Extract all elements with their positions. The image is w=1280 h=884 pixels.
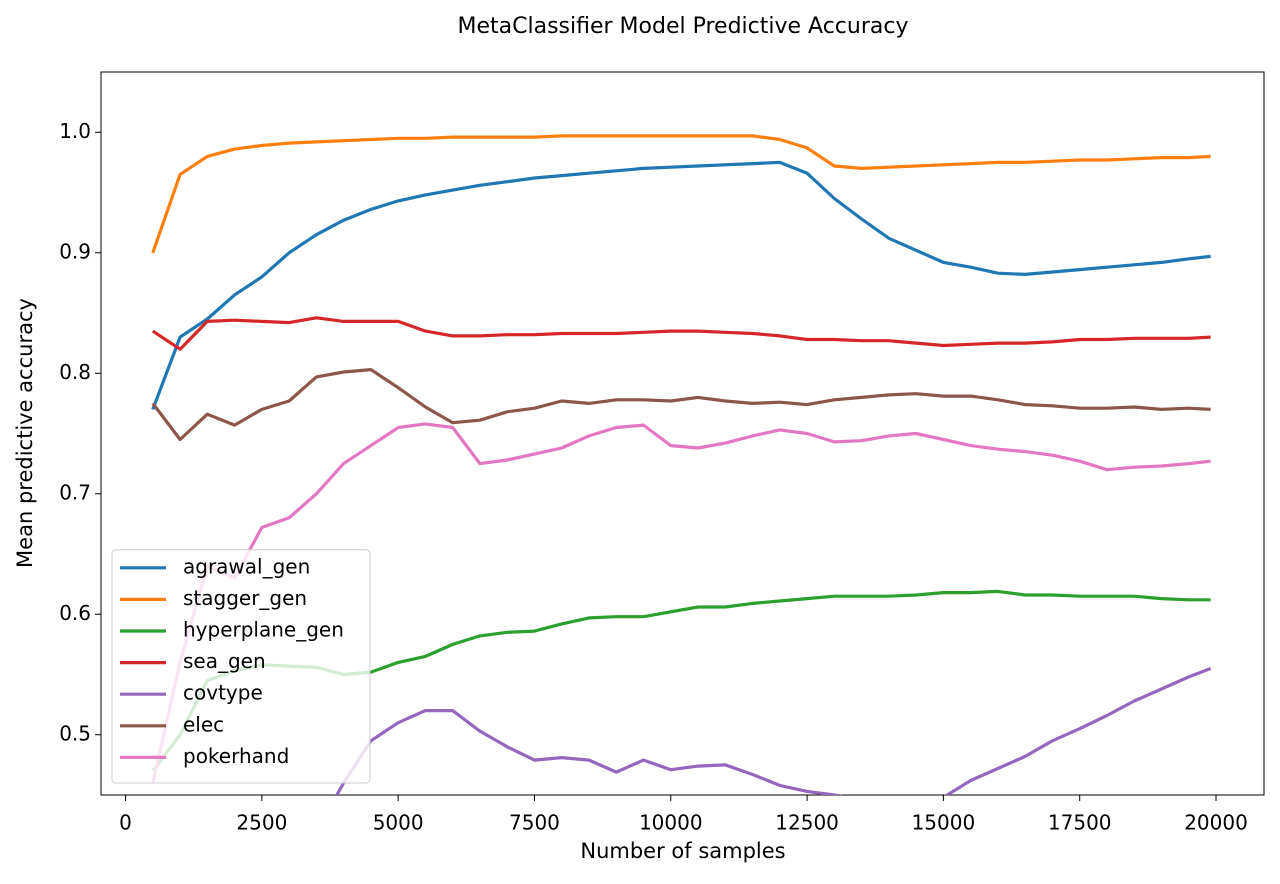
series-line	[334, 667, 1212, 795]
legend-label: agrawal_gen	[183, 554, 310, 578]
x-tick-label: 10000	[639, 811, 703, 835]
x-tick-label: 7500	[509, 811, 560, 835]
x-tick-label: 20000	[1184, 811, 1248, 835]
x-tick-label: 5000	[373, 811, 424, 835]
x-tick-label: 17500	[1048, 811, 1112, 835]
series-line	[151, 422, 1211, 784]
x-tick-label: 12500	[775, 811, 839, 835]
y-tick-label: 0.5	[59, 721, 91, 745]
plot-lines	[151, 134, 1212, 795]
legend-box	[111, 549, 371, 784]
y-tick-label: 0.8	[59, 360, 91, 384]
y-tick-label: 1.0	[59, 119, 91, 143]
chart-title: MetaClassifier Model Predictive Accuracy	[458, 14, 909, 39]
series-line	[151, 368, 1211, 442]
y-tick-label: 0.9	[59, 239, 91, 263]
plot-frame	[100, 71, 1265, 796]
series-line	[151, 316, 1211, 351]
x-tick-label: 0	[119, 811, 132, 835]
series-line	[151, 134, 1211, 254]
x-tick-label: 15000	[912, 811, 976, 835]
x-axis-label: Number of samples	[580, 839, 785, 863]
y-tick-label: 0.6	[59, 601, 91, 625]
y-axis-label: Mean predictive accuracy	[13, 298, 37, 568]
legend-label: pokerhand	[183, 744, 289, 768]
legend-label: elec	[183, 712, 224, 736]
series-line	[151, 160, 1211, 410]
legend-label: sea_gen	[183, 649, 266, 673]
legend-label: covtype	[183, 681, 263, 705]
y-tick-label: 0.7	[59, 480, 91, 504]
legend-label: stagger_gen	[183, 586, 307, 610]
legend: agrawal_gen stagger_gen hyperplane_gen sea_…	[111, 549, 371, 784]
legend-label: hyperplane_gen	[183, 618, 344, 642]
x-tick-label: 2500	[236, 811, 287, 835]
